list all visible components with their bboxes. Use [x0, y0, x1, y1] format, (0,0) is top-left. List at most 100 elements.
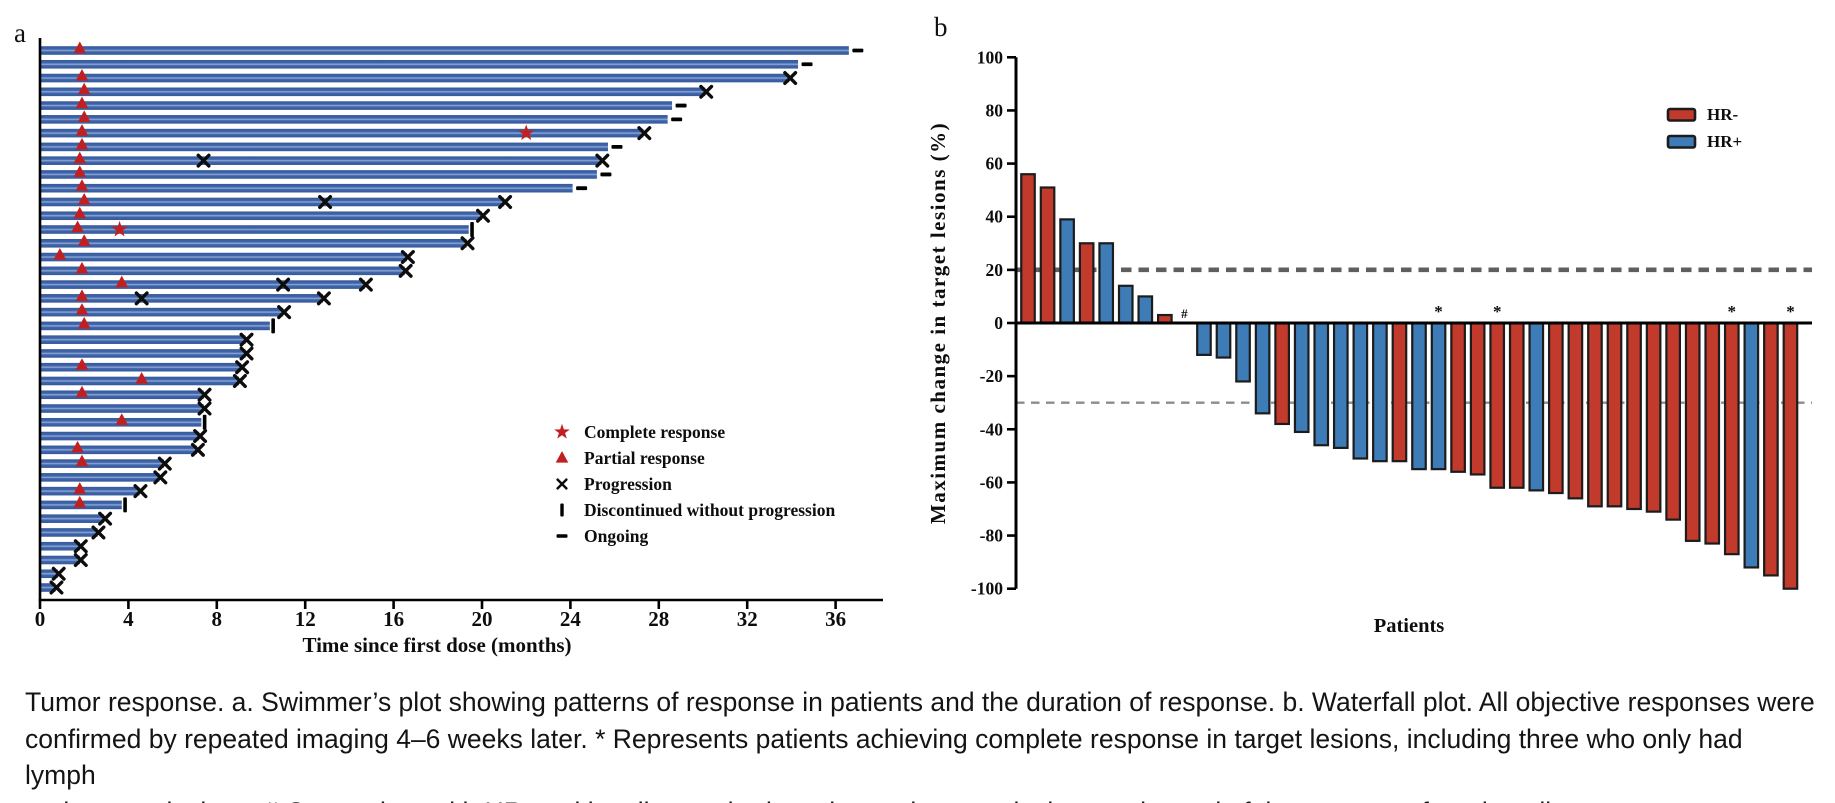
ongoing-icon	[852, 48, 864, 53]
waterfall-bar	[1039, 186, 1056, 325]
legend-swatch	[1666, 134, 1697, 149]
patient-row	[41, 137, 623, 152]
swimmer-legend: Complete response Partial response Progres…	[554, 422, 835, 546]
waterfall-bar	[1078, 242, 1095, 325]
progression-icon	[277, 305, 292, 320]
progression-icon	[277, 305, 292, 320]
caption-line-2: confirmed by repeated imaging 4–6 weeks …	[25, 723, 1743, 791]
swimmer-bar	[41, 183, 573, 193]
waterfall-bar	[1528, 321, 1545, 492]
patient-row	[41, 552, 88, 567]
waterfall-bar	[1763, 321, 1779, 577]
x-axis-title: Patients	[1374, 615, 1445, 637]
progression-icon	[476, 208, 490, 223]
partial-response-icon	[77, 316, 91, 329]
progression-icon	[134, 291, 149, 306]
swimmer-bar	[41, 294, 323, 303]
legend-label: HR+	[1707, 132, 1742, 151]
discontinued-icon	[271, 318, 275, 334]
y-tick-label: 100	[977, 47, 1004, 67]
swimmer-bar	[41, 459, 164, 468]
progression-icon	[134, 291, 149, 306]
ongoing-icon	[675, 103, 687, 108]
complete-response-asterisk: *	[1434, 302, 1443, 321]
patient-row	[41, 275, 373, 292]
legend-label: Progression	[584, 474, 672, 494]
partial-response-icon	[75, 289, 89, 301]
legend-label: Discontinued without progression	[584, 500, 835, 520]
waterfall-bar	[1098, 242, 1115, 325]
partial-response-icon	[77, 82, 91, 95]
x-tick-label: 12	[295, 607, 316, 631]
patient-row	[41, 371, 247, 388]
progression-icon	[197, 387, 212, 402]
x-tick-label: 36	[825, 607, 846, 631]
progression-icon	[157, 456, 172, 471]
x-tick-label: 20	[472, 607, 493, 631]
swimmer-plot: 0 4 8 12 16 20 24 28 32 36 Time since first dose (…	[0, 0, 900, 670]
complete-response-asterisk: *	[1728, 302, 1737, 321]
ongoing-icon	[801, 62, 813, 67]
partial-response-icon	[75, 454, 89, 467]
progression-icon	[49, 580, 64, 595]
patient-row	[41, 454, 172, 471]
swimmer-bar	[41, 514, 105, 523]
swimmer-bar	[41, 87, 706, 97]
progression-icon	[239, 332, 254, 347]
ongoing-icon	[576, 186, 588, 191]
progression-icon	[498, 194, 513, 209]
patient-row	[41, 482, 148, 499]
x-tick-label: 0	[35, 607, 46, 631]
partial-response-icon	[53, 248, 67, 260]
progression-icon	[98, 511, 113, 526]
patient-row	[41, 234, 475, 251]
y-tick-label: 60	[986, 154, 1004, 174]
progression-icon	[476, 208, 490, 223]
swimmer-bar	[41, 335, 246, 344]
panel-a-label: a	[14, 18, 26, 48]
y-tick-label: -80	[980, 526, 1004, 546]
patient-row	[41, 192, 513, 209]
patient-row	[41, 401, 212, 416]
progression-icon	[91, 525, 106, 540]
swimmer-bar	[41, 211, 482, 221]
patient-row	[41, 69, 798, 86]
progression-icon	[358, 277, 373, 292]
progression-icon	[73, 552, 88, 567]
swimmer-bar	[41, 541, 80, 551]
patient-row	[41, 316, 275, 334]
swimmer-bar	[41, 445, 197, 455]
ongoing-icon	[556, 534, 568, 538]
progression-icon	[197, 401, 212, 416]
progression-icon	[197, 387, 212, 402]
patient-row	[41, 124, 652, 141]
progression-icon	[232, 373, 247, 388]
waterfall-bar	[1489, 321, 1506, 489]
waterfall-bar	[1567, 321, 1584, 500]
x-tick-label: 4	[123, 607, 134, 631]
complete-response-icon	[518, 124, 535, 141]
waterfall-bar	[1645, 321, 1662, 513]
swimmer-bar	[41, 115, 668, 124]
complete-response-icon	[554, 423, 570, 439]
patient-row	[41, 580, 64, 595]
patient-row	[41, 346, 254, 361]
patient-row	[41, 385, 212, 402]
waterfall-bar	[1704, 321, 1721, 545]
progression-icon	[196, 153, 211, 168]
progression-icon	[783, 71, 798, 86]
swimmer-bar	[41, 321, 270, 331]
progression-icon	[153, 470, 168, 485]
waterfall-bar	[1117, 284, 1134, 325]
swimmer-bar	[41, 280, 365, 289]
progression-icon	[91, 525, 106, 540]
progression-icon	[73, 552, 88, 567]
progression-icon	[400, 250, 415, 265]
progression-icon	[556, 478, 568, 490]
swimmer-bar	[41, 128, 644, 138]
progression-icon	[239, 332, 254, 347]
progression-icon	[556, 478, 568, 490]
waterfall-bar	[1196, 321, 1212, 356]
waterfall-plot: # * * * * 100 80 60 40 20 0 -20 -40 -60 -80 -100 Maximum…	[900, 0, 1835, 660]
